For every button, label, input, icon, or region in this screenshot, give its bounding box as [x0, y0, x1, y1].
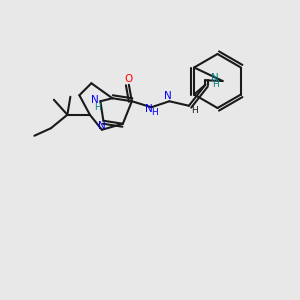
Text: H: H — [151, 108, 158, 117]
Text: H: H — [191, 106, 198, 115]
Text: N: N — [98, 121, 106, 131]
Text: N: N — [91, 95, 99, 105]
Text: N: N — [211, 73, 219, 83]
Text: O: O — [124, 74, 132, 84]
Text: H: H — [94, 103, 101, 112]
Text: N: N — [145, 104, 153, 114]
Text: N: N — [164, 91, 172, 101]
Text: H: H — [212, 80, 218, 89]
